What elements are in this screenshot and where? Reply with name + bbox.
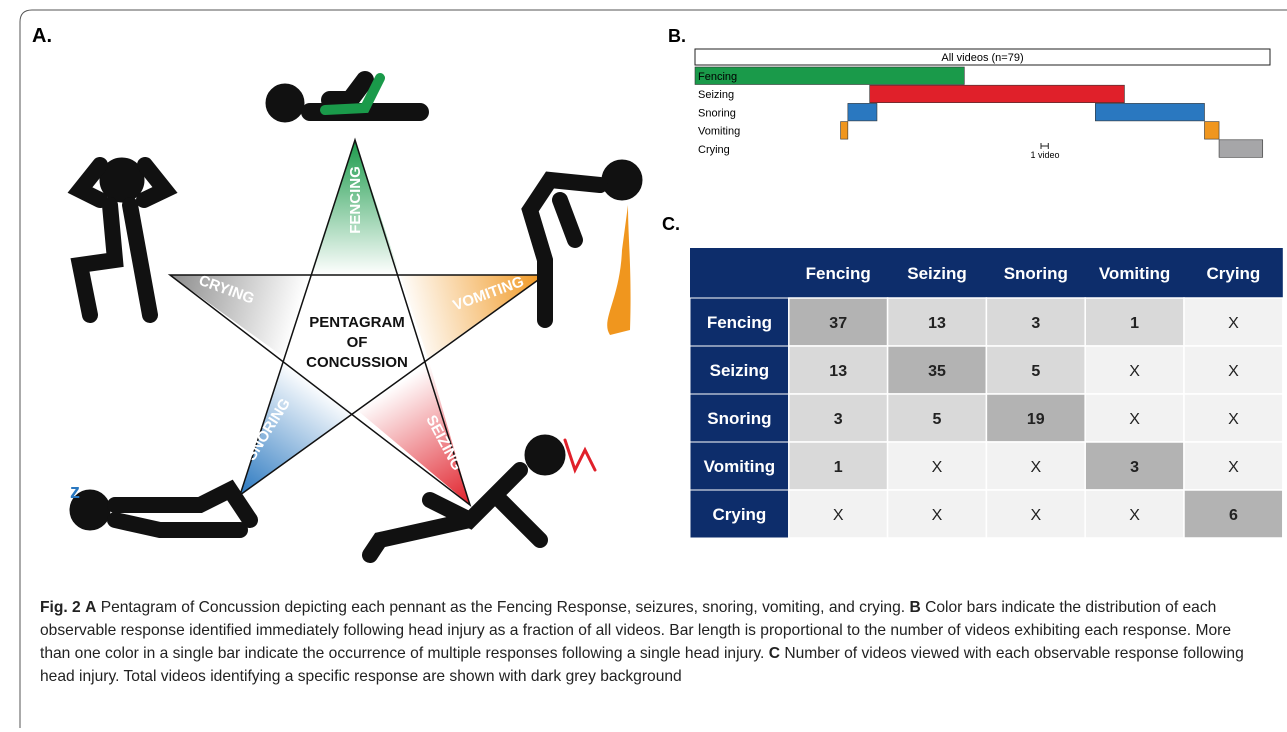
column-header: Vomiting (1099, 264, 1170, 283)
cell: 35 (928, 363, 946, 380)
cell: X (932, 507, 943, 524)
row-label: Vomiting (698, 126, 740, 138)
cell: X (1129, 411, 1140, 428)
row-label: Seizing (698, 89, 734, 101)
panel-label: C. (662, 214, 680, 234)
icon (602, 160, 642, 200)
segment (870, 85, 1125, 103)
part-label: C (769, 645, 780, 662)
row-header: Snoring (707, 409, 771, 428)
cell: X (1228, 459, 1239, 476)
icon: z (70, 481, 80, 503)
column-header: Crying (1206, 264, 1260, 283)
icon (115, 490, 250, 530)
segment (848, 103, 877, 121)
icon (565, 440, 595, 470)
row-label: Snoring (698, 107, 736, 119)
scale-label: 1 video (1030, 150, 1059, 160)
scale-bar (1041, 143, 1048, 149)
cell: 37 (829, 315, 847, 332)
bar-diagram: All videos (n=79) Fencing Seizing Snoring Vo… (695, 49, 1270, 160)
center-label: CONCUSSION (306, 354, 408, 371)
row-header: Seizing (710, 361, 770, 380)
cell: 3 (834, 411, 843, 428)
cell: 3 (1031, 315, 1040, 332)
pennant (240, 358, 357, 495)
part-label: B (909, 599, 920, 616)
cell: X (1228, 411, 1239, 428)
center-label: PENTAGRAM (309, 314, 405, 331)
caption: Fig. 2 A Pentagram of Concussion depicti… (40, 596, 1265, 688)
column-header: Seizing (907, 264, 967, 283)
pennant-label: FENCING (347, 166, 364, 234)
row-header: Fencing (707, 313, 772, 332)
figure-number: Fig. 2 (40, 599, 81, 616)
page: A. B. C. FENCING VOMITING SEIZING SNORIN… (0, 0, 1287, 732)
total-label: All videos (n=79) (941, 52, 1023, 64)
cell: X (1129, 363, 1140, 380)
row-label: Fencing (698, 71, 737, 83)
segment (1095, 103, 1204, 121)
cell: X (1030, 459, 1041, 476)
part-text: Pentagram of Concussion depicting each p… (101, 599, 905, 616)
cell: X (1228, 363, 1239, 380)
center-label: OF (347, 334, 368, 351)
column-header: Fencing (806, 264, 871, 283)
icon (607, 205, 630, 335)
segment (1219, 140, 1263, 158)
cell: X (1129, 507, 1140, 524)
cell: 6 (1229, 507, 1238, 524)
segment (841, 122, 848, 140)
header-bg (690, 248, 1283, 298)
cell: X (932, 459, 943, 476)
panel-label: A. (32, 25, 52, 47)
icon (530, 180, 600, 320)
cell: 19 (1027, 411, 1045, 428)
cell: 3 (1130, 459, 1139, 476)
part-label: A (85, 599, 96, 616)
cell: 13 (829, 363, 847, 380)
panel-label: B. (668, 26, 686, 46)
column-header: Snoring (1004, 264, 1068, 283)
icon (525, 435, 565, 475)
table: Fencing Seizing Snoring Vomiting Crying Fenci… (690, 248, 1283, 538)
cell: 5 (933, 411, 942, 428)
cell: 1 (834, 459, 843, 476)
row-header: Crying (712, 505, 766, 524)
cell: 1 (1130, 315, 1139, 332)
cell: X (1030, 507, 1041, 524)
cell: X (1228, 315, 1239, 332)
segment (1204, 122, 1219, 140)
row-label: Crying (698, 144, 730, 156)
icon (266, 84, 304, 122)
cell: 5 (1031, 363, 1040, 380)
row-header: Vomiting (704, 457, 775, 476)
cell: X (833, 507, 844, 524)
cell: 13 (928, 315, 946, 332)
